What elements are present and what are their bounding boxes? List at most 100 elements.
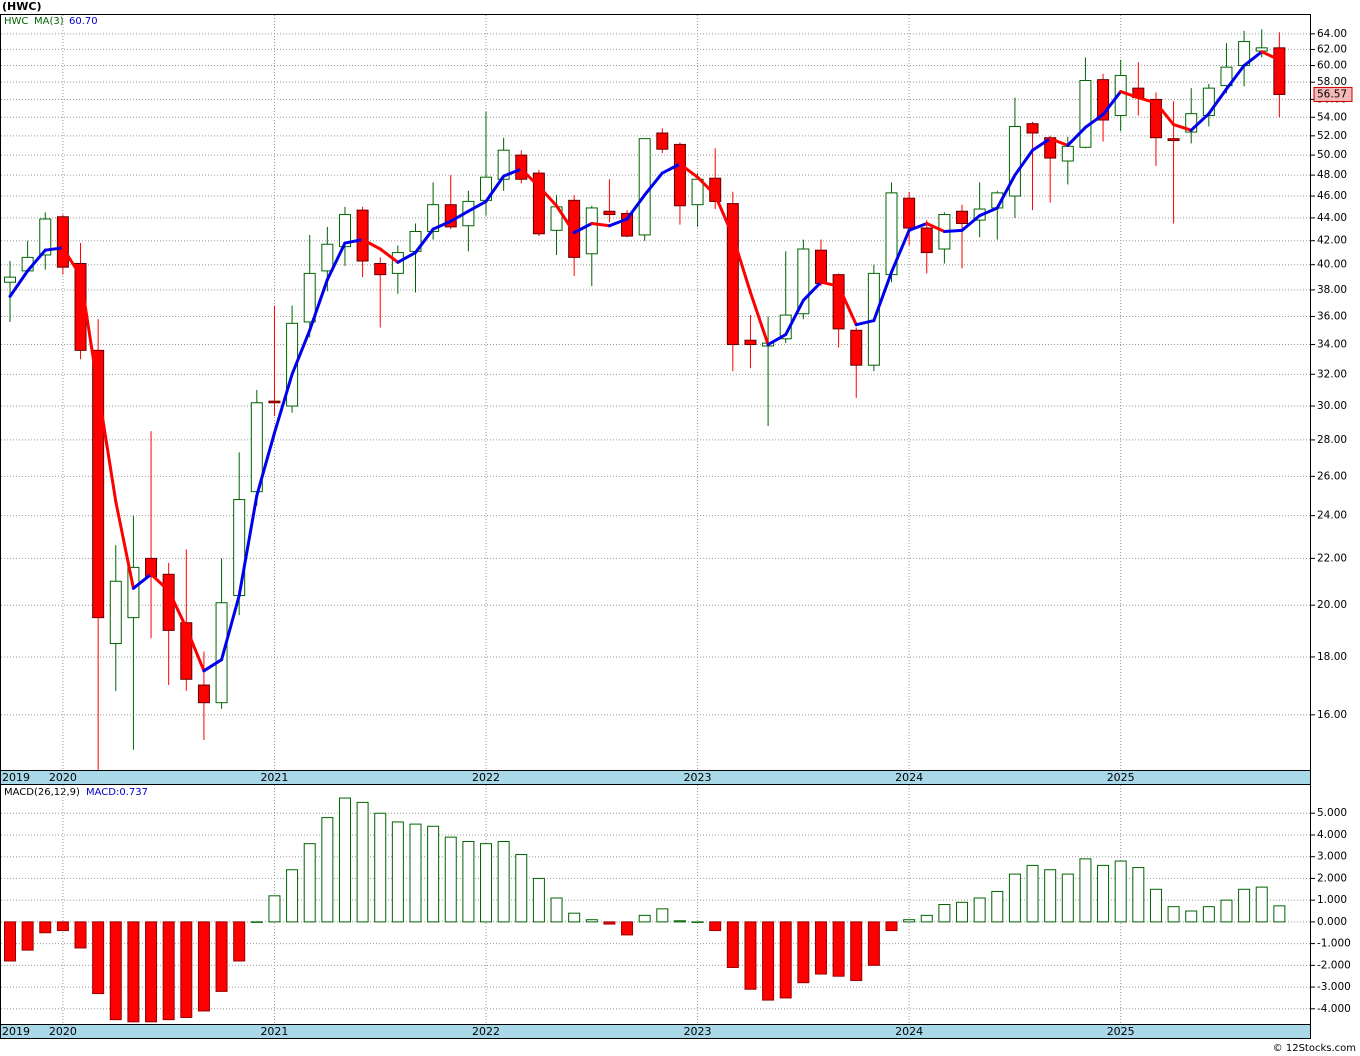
- macd-bar: [462, 840, 475, 923]
- x-tick-label: 2019: [2, 771, 30, 784]
- ma-segment: [220, 593, 241, 662]
- y-tick-label: 26.00: [1317, 470, 1347, 482]
- last-price-label: 56.57: [1317, 88, 1347, 100]
- ma-segment: [713, 193, 735, 238]
- ma-segment: [1083, 113, 1105, 129]
- macd-bar: [850, 921, 863, 982]
- macd-bar: [762, 921, 775, 1001]
- ma-segment: [819, 280, 841, 288]
- ma-segment: [1136, 96, 1158, 105]
- ma-segment: [801, 280, 823, 302]
- y-tick-label: 16.00: [1317, 709, 1347, 721]
- ma-segment: [519, 167, 541, 189]
- candle-body: [638, 138, 651, 236]
- macd-bar: [638, 914, 651, 923]
- x-tick-label: 2022: [472, 1025, 500, 1038]
- y-tick-label: -2.000: [1317, 959, 1351, 971]
- candle-body: [726, 203, 739, 346]
- ma-segment: [343, 238, 365, 245]
- macd-bar: [180, 921, 193, 1018]
- macd-bar: [744, 921, 757, 990]
- ma-segment: [1260, 50, 1281, 62]
- candle-body: [338, 214, 351, 248]
- ma-segment: [837, 284, 858, 327]
- macd-bar: [603, 921, 616, 925]
- macd-bar: [286, 869, 299, 923]
- y-tick-label: 4.000: [1317, 829, 1347, 841]
- y-tick-label: -1.000: [1317, 938, 1351, 950]
- x-tick-label: 2021: [260, 1025, 288, 1038]
- candle-body: [197, 684, 210, 704]
- ma-segment: [413, 227, 435, 255]
- candle-body: [585, 207, 598, 255]
- ma-segment: [784, 298, 805, 337]
- candle-body: [621, 212, 634, 237]
- y-tick-label: 52.00: [1317, 130, 1347, 142]
- ma-segment: [1242, 50, 1264, 68]
- candle-body: [814, 249, 827, 284]
- y-tick-label: 2.000: [1317, 872, 1347, 884]
- ma-segment: [925, 222, 946, 233]
- y-tick-label: 0.000: [1317, 916, 1347, 928]
- macd-bar: [568, 912, 581, 923]
- last-price-box: [1313, 86, 1353, 102]
- y-tick-label: 50.00: [1317, 149, 1347, 161]
- ma-segment: [255, 431, 276, 498]
- macd-value: MACD:0.737: [86, 787, 148, 798]
- y-tick-label: 62.00: [1317, 43, 1347, 55]
- candle-body: [656, 132, 669, 150]
- macd-bar: [197, 921, 210, 1012]
- legend-ma-value: 60.70: [69, 16, 98, 27]
- ma-segment: [1048, 137, 1070, 147]
- candle-body: [1114, 74, 1127, 116]
- ma-segment: [766, 333, 788, 347]
- ma-segment: [625, 193, 647, 221]
- ma-segment: [854, 319, 876, 327]
- ma-segment: [907, 222, 929, 232]
- macd-bar: [956, 901, 969, 923]
- ma-segment: [502, 167, 523, 178]
- chart-title: (HWC): [2, 0, 41, 13]
- macd-bar: [427, 825, 440, 923]
- ma-segment: [572, 222, 594, 235]
- y-tick-label: -3.000: [1317, 981, 1351, 993]
- macd-bar: [162, 921, 175, 1021]
- candle-body: [903, 197, 916, 229]
- y-tick-label: 18.00: [1317, 651, 1347, 663]
- ma-segment: [1013, 148, 1035, 177]
- y-tick-label: 5.000: [1317, 807, 1347, 819]
- macd-bar: [1008, 873, 1021, 923]
- macd-bar: [1185, 910, 1198, 923]
- ma-segment: [308, 278, 329, 332]
- macd-bar: [338, 797, 351, 923]
- macd-bar: [215, 921, 228, 992]
- candle-body: [515, 154, 528, 180]
- ma-segment: [202, 658, 224, 673]
- ma-segment: [678, 162, 700, 179]
- macd-bar: [1026, 864, 1039, 923]
- macd-bar: [832, 921, 845, 977]
- ma-segment: [1189, 112, 1211, 132]
- candle-body: [145, 557, 158, 578]
- macd-bar: [409, 823, 422, 923]
- ma-segment: [1154, 101, 1176, 127]
- macd-bar: [1255, 886, 1268, 923]
- macd-bar: [356, 801, 369, 923]
- y-tick-label: 38.00: [1317, 284, 1347, 296]
- y-tick-label: 42.00: [1317, 235, 1347, 247]
- ma-segment: [431, 219, 453, 231]
- candle-body: [303, 272, 316, 323]
- macd-bar: [1044, 869, 1057, 923]
- macd-bar: [250, 921, 263, 923]
- candle-body: [374, 262, 387, 276]
- x-tick-label: 2021: [260, 771, 288, 784]
- macd-bar: [1079, 858, 1092, 923]
- y-tick-label: 24.00: [1317, 510, 1347, 522]
- ma-segment: [1207, 87, 1228, 116]
- y-tick-label: 58.00: [1317, 76, 1347, 88]
- ma-segment: [942, 228, 964, 233]
- candle-body: [673, 143, 686, 207]
- x-tick-label: 2024: [895, 771, 923, 784]
- footer: © 12Stocks.com: [1273, 1043, 1356, 1054]
- macd-bar: [92, 921, 105, 995]
